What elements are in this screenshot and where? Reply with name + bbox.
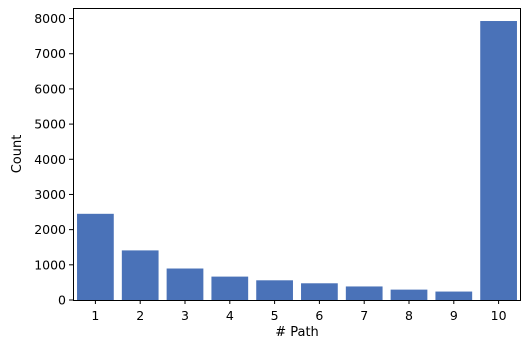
bar-9 [435, 291, 473, 300]
x-tick-label: 8 [405, 308, 413, 323]
y-axis-label: Count [10, 135, 25, 174]
x-tick-label: 9 [450, 308, 458, 323]
bar-7 [345, 286, 383, 300]
bar-2 [121, 250, 159, 300]
x-axis-label: # Path [275, 325, 319, 340]
y-tick-label: 4000 [34, 152, 66, 167]
x-tick-label: 6 [315, 308, 323, 323]
bar-6 [301, 283, 338, 300]
bar-1 [77, 213, 114, 300]
y-tick-label: 7000 [34, 46, 66, 61]
y-tick-label: 2000 [34, 222, 66, 237]
y-tick-label: 6000 [34, 81, 66, 96]
bars-group [77, 21, 517, 300]
x-tick-label: 2 [136, 308, 144, 323]
x-tick-label: 3 [181, 308, 189, 323]
bar-4 [211, 276, 249, 300]
x-tick-label: 4 [226, 308, 234, 323]
x-tick-label: 7 [360, 308, 368, 323]
x-tick-label: 10 [491, 308, 507, 323]
y-axis-ticks: 0 1000 2000 3000 4000 5000 6000 7000 8000 [34, 11, 73, 308]
y-tick-label: 3000 [34, 187, 66, 202]
y-tick-label: 5000 [34, 117, 66, 132]
bar-10 [480, 21, 517, 300]
x-tick-label: 5 [271, 308, 279, 323]
x-tick-label: 1 [91, 308, 99, 323]
y-tick-label: 0 [58, 293, 66, 308]
bar-5 [256, 280, 293, 300]
y-tick-label: 8000 [34, 11, 66, 26]
y-tick-label: 1000 [34, 257, 66, 272]
bar-3 [166, 268, 204, 300]
bar-8 [390, 289, 428, 300]
x-axis-ticks: 1 2 3 4 5 6 7 8 9 10 [91, 300, 507, 323]
